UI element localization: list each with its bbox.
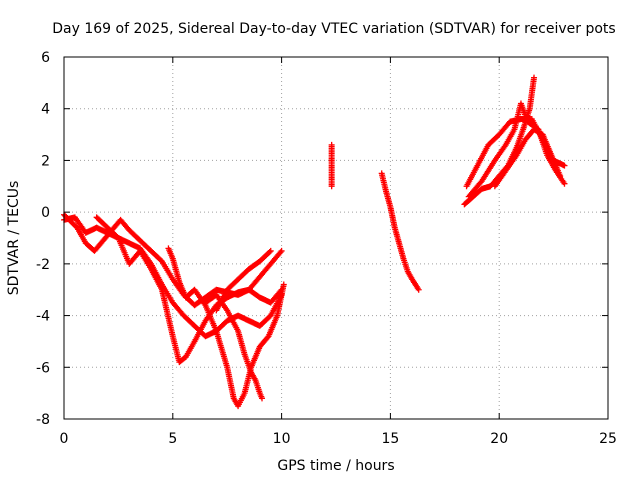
data-point [267, 247, 274, 254]
data-point [328, 183, 335, 190]
y-tick-label: -6 [36, 360, 50, 376]
x-tick-label: 5 [168, 431, 177, 447]
plot-frame [63, 56, 609, 420]
data-point [278, 247, 285, 254]
data-point [277, 249, 284, 256]
data-points [61, 74, 568, 410]
x-tick-label: 15 [381, 431, 399, 447]
data-point [266, 248, 273, 255]
data-point [561, 180, 568, 187]
y-tick-label: 0 [41, 205, 50, 221]
data-point [531, 74, 538, 81]
y-tick-label: -8 [36, 412, 50, 428]
chart-title: Day 169 of 2025, Sidereal Day-to-day VTE… [52, 21, 615, 37]
series-pass-e [202, 291, 266, 402]
y-tick-label: 2 [41, 153, 50, 169]
x-tick-label: 25 [599, 431, 617, 447]
grid [64, 57, 608, 419]
data-point [561, 162, 568, 169]
x-tick-label: 0 [60, 431, 69, 447]
y-tick-label: -2 [36, 257, 50, 273]
series-pass-l [491, 126, 564, 190]
y-axis-label: SDTVAR / TECUs [6, 181, 22, 296]
series-pass-g [328, 141, 335, 190]
x-tick-label: 20 [490, 431, 508, 447]
x-axis-label: GPS time / hours [277, 458, 394, 474]
series-pass-h [378, 170, 422, 293]
series-pass-f [213, 247, 274, 314]
x-tick-label: 10 [273, 431, 291, 447]
data-point [415, 286, 422, 293]
data-point [557, 172, 564, 179]
axis-ticks: 0 5 10 15 20 25 -8 -6 -4 -2 0 2 4 6 [36, 50, 617, 447]
y-tick-label: 6 [41, 50, 50, 66]
y-tick-label: 4 [41, 102, 50, 118]
data-point [259, 395, 266, 402]
y-tick-label: -4 [36, 309, 50, 325]
series-pass-d [165, 245, 287, 410]
data-point [280, 281, 287, 288]
